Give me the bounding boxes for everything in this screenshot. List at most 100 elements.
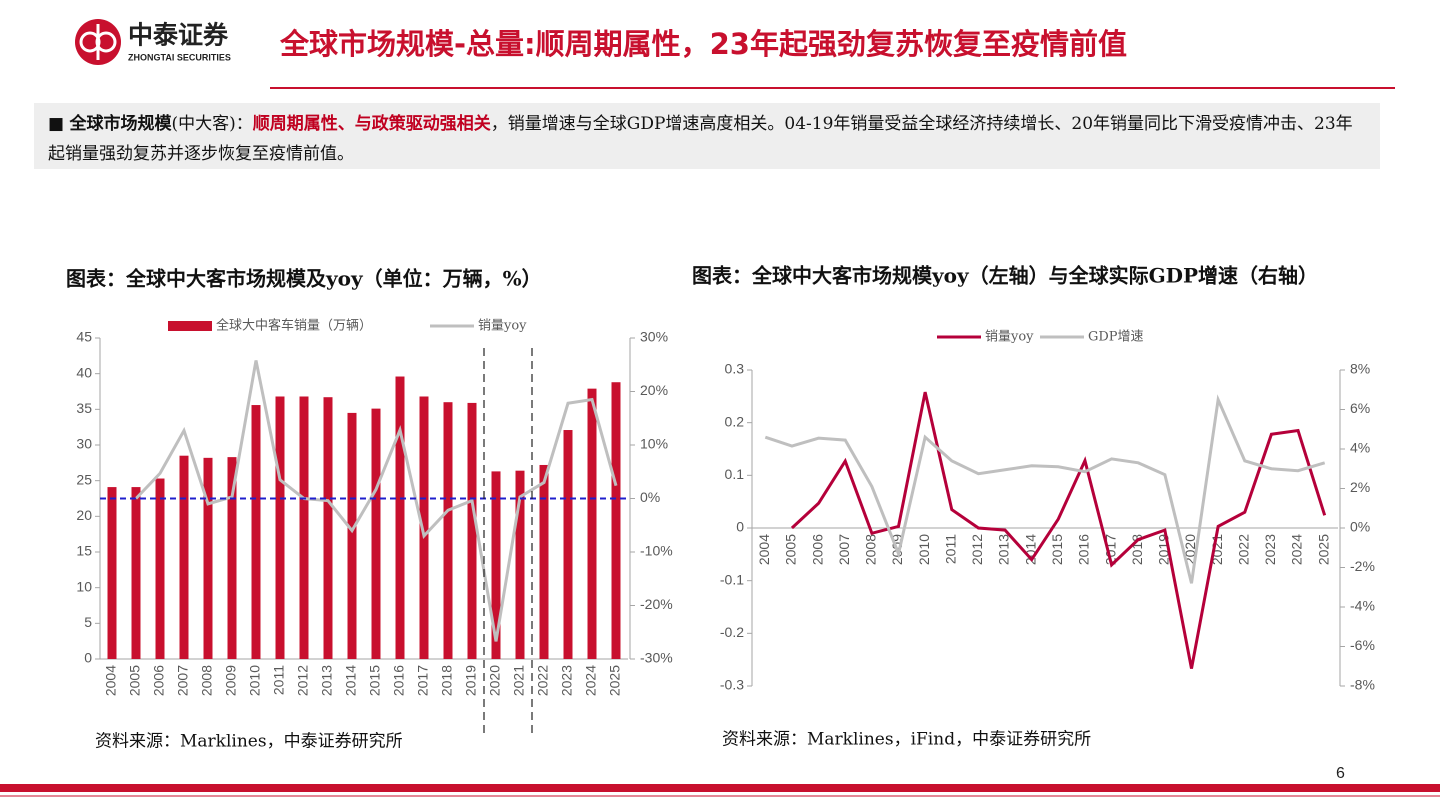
y-tick-label: 0.1 [725, 466, 745, 482]
summary-text: ，销量增速与全球GDP增速高度相关。04-19年销量受益全球经济持续增长、20年… [48, 114, 1353, 164]
y2-tick-label: -10% [640, 543, 673, 559]
x-tick-label: 2025 [1315, 534, 1331, 565]
summary-paren: (中大客)： [171, 114, 253, 134]
x-tick-label: 2007 [175, 665, 191, 696]
bar [299, 396, 309, 659]
bar [443, 402, 453, 659]
bar [563, 430, 573, 659]
bar [179, 455, 189, 659]
x-tick-label: 2020 [487, 665, 503, 696]
chart-source: 资料来源：Marklines，中泰证券研究所 [95, 732, 403, 752]
x-tick-label: 2017 [415, 665, 431, 696]
x-tick-label: 2021 [511, 665, 527, 696]
y-tick-label: 25 [76, 471, 92, 487]
legend-label: 销量yoy [985, 330, 1034, 345]
x-tick-label: 2018 [1129, 534, 1145, 565]
bar [275, 396, 285, 659]
bar [131, 487, 141, 659]
x-tick-label: 2016 [1076, 534, 1092, 565]
y2-tick-label: -30% [640, 650, 673, 666]
y-tick-label: 0.3 [725, 361, 745, 377]
summary: ■ 全球市场规模(中大客)：顺周期属性、与政策驱动强相关，销量增速与全球GDP增… [34, 103, 1380, 169]
chart-title: 图表：全球中大客市场规模yoy（左轴）与全球实际GDP增速（右轴） [692, 264, 1318, 288]
bar [203, 457, 213, 659]
y2-tick-label: 4% [1350, 440, 1370, 456]
bar [539, 464, 549, 659]
x-tick-label: 2015 [367, 665, 383, 696]
y-tick-label: -0.2 [720, 624, 744, 640]
slide-title: 全球市场规模-总量:顺周期属性，23年起强劲复苏恢复至疫情前值 [279, 27, 1127, 61]
y2-tick-label: 0% [1350, 519, 1370, 535]
line [764, 394, 1326, 584]
bar [371, 408, 381, 659]
y-tick-label: 5 [84, 614, 92, 630]
y-tick-label: 0.2 [725, 413, 745, 429]
x-tick-label: 2015 [1049, 534, 1065, 565]
y-tick-label: 30 [76, 436, 92, 452]
y-tick-label: 0 [84, 650, 92, 666]
line [790, 391, 1327, 669]
y-tick-label: 35 [76, 400, 92, 416]
x-tick-label: 2013 [996, 534, 1012, 565]
bar [347, 412, 357, 659]
legend-swatch [168, 321, 212, 331]
y2-tick-label: 2% [1350, 479, 1370, 495]
y2-tick-label: -6% [1350, 637, 1375, 653]
bar [155, 478, 165, 659]
y2-tick-label: -2% [1350, 558, 1375, 574]
y-tick-label: -0.3 [720, 677, 744, 693]
x-tick-label: 2007 [836, 534, 852, 565]
x-tick-label: 2012 [295, 665, 311, 696]
x-tick-label: 2010 [247, 665, 263, 696]
bar [515, 470, 525, 659]
chart-title: 图表：全球中大客市场规模及yoy（单位：万辆，%） [66, 267, 542, 291]
bar [491, 471, 501, 659]
x-tick-label: 2012 [969, 534, 985, 565]
y2-tick-label: -4% [1350, 598, 1375, 614]
x-tick-label: 2011 [942, 534, 958, 564]
y2-tick-label: 6% [1350, 400, 1370, 416]
y-tick-label: 15 [76, 543, 92, 559]
y2-tick-label: -20% [640, 596, 673, 612]
x-tick-label: 2006 [809, 534, 825, 565]
bar [395, 376, 405, 659]
y2-tick-label: 0% [640, 489, 660, 505]
x-tick-label: 2005 [783, 534, 799, 565]
footer-band [0, 784, 1440, 792]
x-tick-label: 2011 [271, 665, 287, 695]
x-tick-label: 2008 [863, 534, 879, 565]
legend-label: 全球大中客车销量（万辆） [216, 318, 372, 334]
y2-tick-label: 20% [640, 382, 668, 398]
bar [611, 382, 621, 659]
summary-lead: 全球市场规模 [69, 114, 172, 134]
y-tick-label: 10 [76, 578, 92, 594]
x-tick-label: 2008 [199, 665, 215, 696]
x-tick-label: 2016 [391, 665, 407, 696]
x-tick-label: 2024 [1289, 534, 1305, 565]
x-tick-label: 2025 [607, 665, 623, 696]
summary-highlight: 顺周期属性、与政策驱动强相关 [252, 114, 491, 134]
brand: 中泰证券 [128, 21, 229, 50]
x-tick-label: 2022 [1235, 534, 1251, 565]
chart-source: 资料来源：Marklines，iFind，中泰证券研究所 [722, 730, 1091, 750]
bar [587, 388, 597, 659]
bar [107, 487, 117, 659]
x-tick-label: 2005 [127, 665, 143, 696]
y2-tick-label: 8% [1350, 361, 1370, 377]
y-tick-label: -0.1 [720, 571, 744, 587]
y2-tick-label: -8% [1350, 677, 1375, 693]
bar [227, 457, 237, 659]
line [134, 360, 618, 642]
y-tick-label: 0 [736, 519, 744, 535]
y-tick-label: 20 [76, 507, 92, 523]
x-tick-label: 2009 [223, 665, 239, 696]
x-tick-label: 2022 [535, 665, 551, 696]
bar [467, 402, 477, 659]
brand-en: ZHONGTAI SECURITIES [128, 52, 231, 62]
bar [419, 396, 429, 659]
x-tick-label: 2004 [756, 534, 772, 565]
x-tick-label: 2014 [343, 665, 359, 696]
y-tick-label: 45 [76, 329, 92, 345]
